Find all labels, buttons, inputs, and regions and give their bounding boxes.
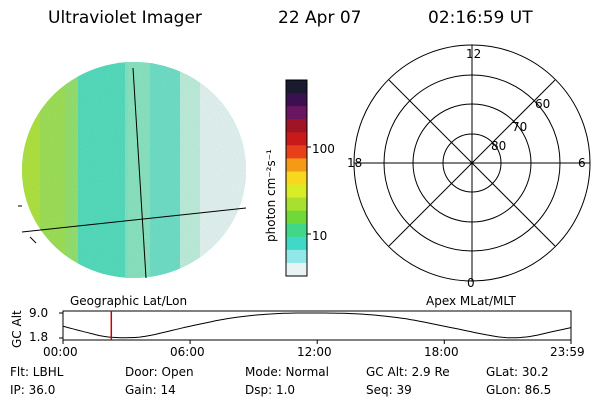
colorbar [285,79,311,277]
strip-xtick-1200: 12:00 [297,345,332,359]
colorbar-segment [286,236,307,251]
colorbar-segment [286,158,307,173]
strip-ylabel: GC Alt [10,310,24,348]
strip-ytick-min: 1.8 [29,330,49,344]
lat-label-70: 70 [512,120,528,134]
info-gain: Gain: 14 [125,383,176,397]
altitude-strip [59,310,572,344]
colorbar-segment [286,93,307,107]
colorbar-segment [286,145,307,159]
mlt-label-18: 18 [347,156,363,170]
date-label: 22 Apr 07 [278,8,362,28]
info-filter: Flt: LBHL [10,365,64,379]
strip-xtick-0000: 00:00 [43,345,78,359]
time-label: 02:16:59 UT [428,8,533,28]
colorbar-segment [286,262,307,277]
lat-label-80: 80 [491,139,507,153]
colorbar-segment [286,249,307,264]
mlt-label-12: 12 [466,47,482,61]
apex-caption: Apex MLat/MLT [426,294,516,308]
strip-xtick-0600: 06:00 [170,345,205,359]
meridian-line [132,67,147,279]
mlt-label-0: 0 [467,276,475,290]
info-ip: IP: 36.0 [10,383,56,397]
altitude-curve [62,312,572,339]
colorbar-tick-10: 10 [312,229,328,243]
strip-xtick-1800: 18:00 [424,345,459,359]
colorbar-segment [286,184,307,199]
colorbar-segment [286,132,307,146]
colorbar-unit-label: photon cm⁻²s⁻¹ [264,149,278,242]
info-seq: Seq: 39 [366,383,412,397]
imager-disk [18,62,247,279]
colorbar-segment [286,210,307,225]
info-glat: GLat: 30.2 [486,365,549,379]
colorbar-segment [286,80,307,94]
instrument-title: Ultraviolet Imager [48,8,202,28]
colorbar-segment [286,119,307,133]
colorbar-segment [286,223,307,238]
colorbar-segment [286,171,307,186]
info-mode: Mode: Normal [245,365,329,379]
parallel-line [21,207,247,233]
mlt-label-6: 6 [578,156,586,170]
info-dsp: Dsp: 1.0 [245,383,296,397]
colorbar-segment [286,197,307,212]
lat-label-60: 60 [535,97,551,111]
colorbar-tick-100: 100 [312,142,335,156]
info-gc-alt: GC Alt: 2.9 Re [366,365,450,379]
strip-xtick-2359: 23:59 [550,345,585,359]
info-door: Door: Open [125,365,194,379]
colorbar-frame [285,79,308,277]
geographic-caption: Geographic Lat/Lon [70,294,188,308]
colorbar-segment [286,106,307,120]
info-glon: GLon: 86.5 [486,383,552,397]
strip-ytick-max: 9.0 [29,306,49,320]
polar-plot [353,44,591,282]
